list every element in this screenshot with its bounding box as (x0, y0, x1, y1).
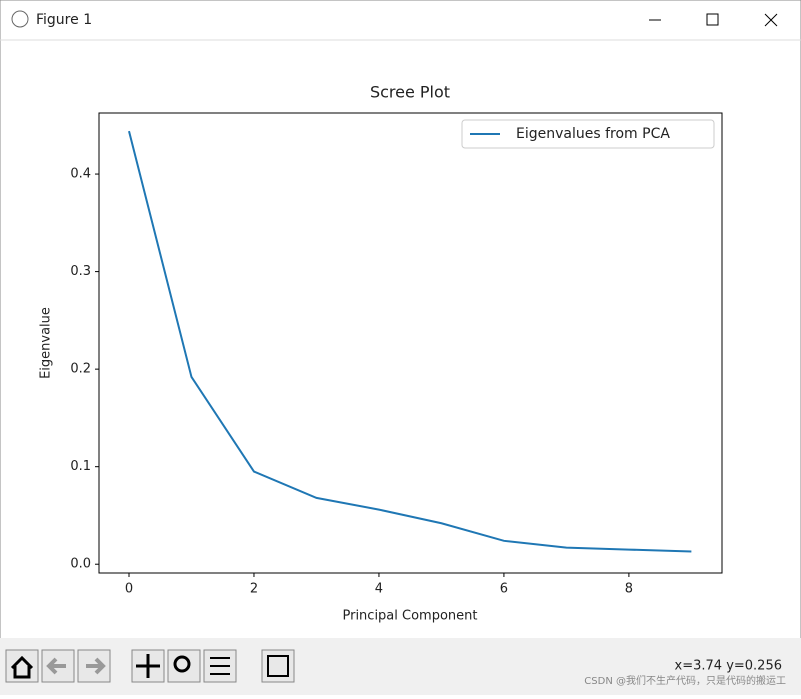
x-tick-label: 0 (125, 582, 133, 597)
legend-box (461, 119, 715, 149)
x-tick-label: 2 (250, 582, 258, 597)
zoom-icon (173, 655, 191, 673)
pan-icon (136, 654, 160, 678)
plot-area (98, 112, 723, 574)
status-text: x=3.74 y=0.256 (675, 659, 782, 674)
data-line (128, 130, 692, 553)
forward-icon (86, 657, 106, 675)
configure-icon (210, 657, 230, 675)
chart-title: Scree Plot (370, 83, 450, 102)
x-tick-label: 6 (500, 582, 508, 597)
y-tick-label: 0.4 (70, 167, 91, 182)
window-title: Figure 1 (36, 12, 92, 28)
save-icon (267, 655, 289, 677)
home-icon (10, 655, 34, 679)
watermark: CSDN @我们不生产代码，只是代码的搬运工 (584, 674, 786, 687)
x-tick-label: 8 (625, 582, 633, 597)
legend-label: Eigenvalues from PCA (516, 126, 670, 142)
y-tick-label: 0.3 (70, 264, 91, 279)
save-button[interactable] (261, 649, 295, 683)
back-icon (46, 657, 66, 675)
y-axis-label: Eigenvalue (39, 307, 54, 379)
x-tick-label: 4 (375, 582, 383, 597)
maximize-button[interactable] (706, 13, 719, 26)
app-icon (11, 10, 29, 28)
x-axis-label: Principal Component (342, 609, 477, 624)
y-tick-label: 0.2 (70, 362, 91, 377)
y-tick-label: 0.1 (70, 459, 91, 474)
y-tick-label: 0.0 (70, 557, 91, 572)
close-button[interactable] (764, 13, 778, 27)
zoom-button[interactable] (167, 649, 201, 683)
